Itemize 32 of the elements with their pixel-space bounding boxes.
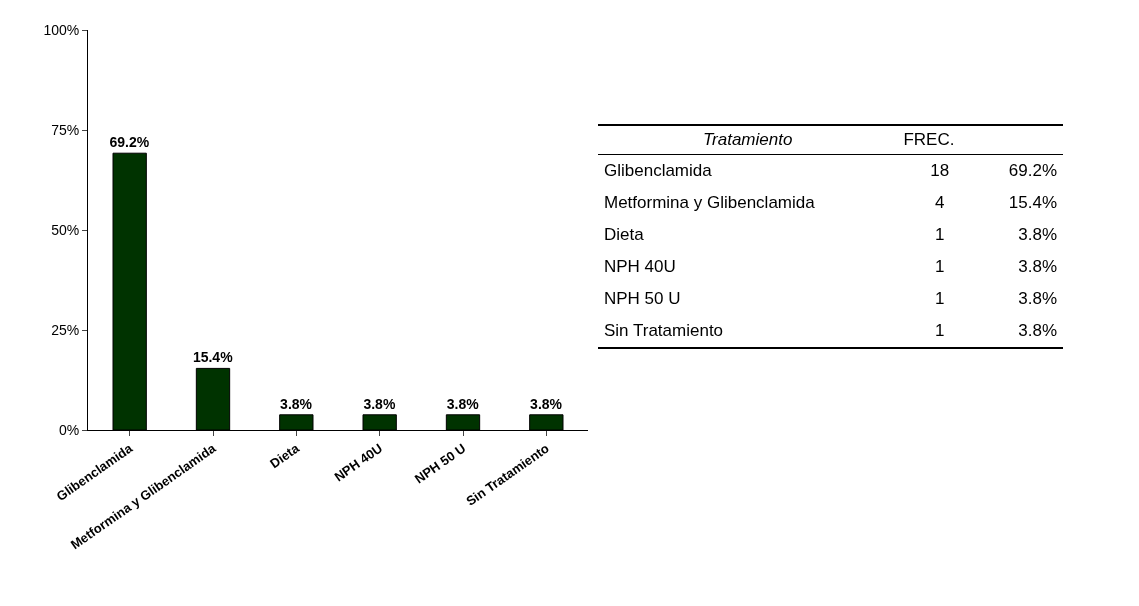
category-label: Glibenclamida bbox=[603, 160, 713, 182]
data-label: 3.8% bbox=[363, 395, 396, 412]
data-label: 1 bbox=[897, 315, 983, 348]
data-label: 1 bbox=[934, 224, 946, 246]
y-tick-label: 50% bbox=[51, 221, 80, 238]
data-label: 3.8% bbox=[1017, 256, 1058, 278]
data-label: 18 bbox=[929, 160, 951, 182]
data-label: 3.8% bbox=[446, 395, 480, 412]
text: FREC. bbox=[897, 125, 983, 155]
text: Tratamiento bbox=[598, 125, 898, 155]
data-label: 69.2% bbox=[109, 134, 150, 151]
y-tick-label: 0% bbox=[58, 421, 80, 438]
data-label: 15.4% bbox=[1007, 192, 1058, 214]
data-label: 4 bbox=[934, 192, 946, 214]
data-label: 3.8% bbox=[530, 395, 563, 412]
data-label: 1 bbox=[934, 288, 946, 310]
category-label: Dieta bbox=[603, 224, 645, 246]
y-tick-label: 25% bbox=[51, 321, 80, 338]
data-label: 3.8% bbox=[1017, 224, 1058, 246]
y-tick-label: 75% bbox=[51, 121, 80, 138]
data-label: 3.8% bbox=[1017, 288, 1058, 310]
x-tick-label: Dieta bbox=[267, 440, 303, 472]
category-label: NPH 50 U bbox=[603, 288, 682, 310]
category-label: Metformina y Glibenclamida bbox=[603, 192, 816, 214]
data-label: 69.2% bbox=[1007, 160, 1058, 182]
data-label: 1 bbox=[934, 256, 946, 278]
y-tick-label: 100% bbox=[43, 21, 80, 38]
data-label: 15.4% bbox=[192, 349, 234, 366]
data-label: 3.8% bbox=[982, 315, 1063, 348]
category-label: NPH 40U bbox=[603, 256, 677, 278]
data-label: 3.8% bbox=[280, 395, 313, 412]
category-label: Sin Tratamiento bbox=[598, 315, 898, 348]
